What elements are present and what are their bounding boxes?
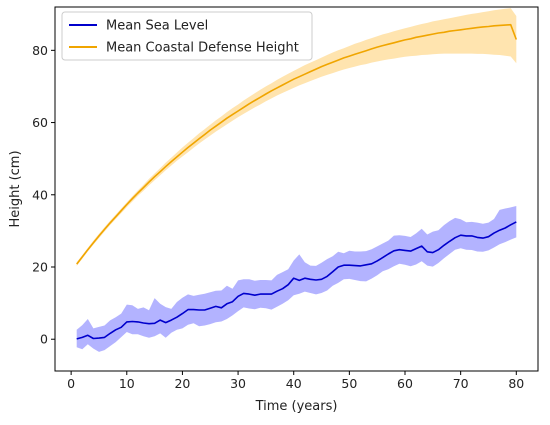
plot-area-frame xyxy=(54,6,539,372)
x-tick-label: 50 xyxy=(341,376,357,391)
legend-label-coastal-defense: Mean Coastal Defense Height xyxy=(106,41,299,56)
legend: Mean Sea Level Mean Coastal Defense Heig… xyxy=(61,11,313,61)
legend-label-sea-level: Mean Sea Level xyxy=(106,19,208,34)
x-axis-ticks: 0 10 20 30 40 50 60 70 80 xyxy=(67,371,524,391)
y-axis-ticks: 0 20 40 60 80 xyxy=(32,43,55,347)
legend-box xyxy=(61,11,313,61)
x-tick-label: 20 xyxy=(174,376,190,391)
y-tick-label: 80 xyxy=(32,43,48,58)
y-tick-label: 60 xyxy=(32,115,48,130)
x-tick-label: 10 xyxy=(119,376,135,391)
x-tick-label: 30 xyxy=(230,376,246,391)
x-tick-label: 70 xyxy=(453,376,469,391)
x-tick-label: 60 xyxy=(397,376,413,391)
y-tick-label: 0 xyxy=(40,332,48,347)
x-axis-label: Time (years) xyxy=(255,399,338,414)
y-tick-label: 40 xyxy=(32,187,48,202)
series-lines xyxy=(76,23,518,340)
y-tick-label: 20 xyxy=(32,260,48,275)
x-tick-label: 80 xyxy=(508,376,524,391)
line-sea-level xyxy=(76,221,517,340)
x-tick-label: 40 xyxy=(286,376,302,391)
band-coastal-defense xyxy=(76,8,517,266)
x-tick-label: 0 xyxy=(67,376,75,391)
line-coastal-defense xyxy=(76,23,518,265)
y-axis-label: Height (cm) xyxy=(8,150,23,227)
